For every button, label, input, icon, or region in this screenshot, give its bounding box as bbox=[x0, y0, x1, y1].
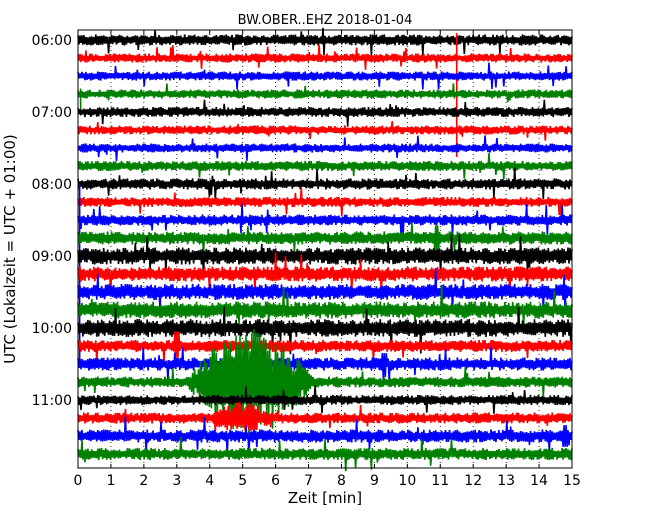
trace-1015 bbox=[77, 331, 573, 363]
x-tick-label: 14 bbox=[530, 473, 548, 489]
trace-0830 bbox=[77, 203, 573, 237]
trace-0700 bbox=[77, 99, 573, 127]
chart-title: BW.OBER..EHZ 2018-01-04 bbox=[238, 13, 413, 28]
trace-0745 bbox=[77, 152, 573, 179]
trace-1045 bbox=[77, 329, 573, 435]
trace-0945 bbox=[77, 285, 573, 327]
y-tick-label: 11:00 bbox=[32, 393, 72, 409]
x-axis-label: Zeit [min] bbox=[288, 489, 362, 507]
x-tick-label: 10 bbox=[398, 473, 416, 489]
trace-1130 bbox=[77, 416, 573, 456]
plot-frame bbox=[77, 29, 573, 469]
x-tick-label: 9 bbox=[370, 473, 379, 489]
x-tick-label: 13 bbox=[497, 473, 515, 489]
x-tick-label: 8 bbox=[337, 473, 346, 489]
seismogram-traces bbox=[77, 27, 573, 472]
x-tick-label: 6 bbox=[271, 473, 280, 489]
y-tick-label: 07:00 bbox=[32, 105, 72, 121]
y-tick-label: 09:00 bbox=[32, 249, 72, 265]
trace-0800 bbox=[77, 167, 573, 200]
x-tick-label: 7 bbox=[304, 473, 313, 489]
trace-0615 bbox=[77, 44, 573, 70]
trace-0630 bbox=[77, 62, 573, 90]
trace-1115 bbox=[77, 402, 573, 433]
x-tick-label: 3 bbox=[172, 473, 181, 489]
x-tick-label: 2 bbox=[139, 473, 148, 489]
x-tick-label: 0 bbox=[74, 473, 83, 489]
trace-1030 bbox=[77, 346, 573, 382]
y-axis-label: UTC (Lokalzeit = UTC + 01:00) bbox=[1, 134, 19, 364]
trace-1145 bbox=[77, 436, 573, 472]
x-tick-label: 4 bbox=[205, 473, 214, 489]
x-tick-label: 15 bbox=[563, 473, 581, 489]
y-tick-label: 10:00 bbox=[32, 321, 72, 337]
y-tick-label: 08:00 bbox=[32, 177, 72, 193]
trace-0730 bbox=[77, 135, 573, 162]
trace-0815 bbox=[77, 187, 573, 217]
trace-0930 bbox=[77, 268, 573, 312]
trace-0900 bbox=[77, 234, 573, 277]
trace-0600 bbox=[77, 27, 573, 56]
y-tick-label: 06:00 bbox=[32, 33, 72, 49]
trace-1100 bbox=[77, 385, 573, 414]
trace-0645 bbox=[77, 83, 573, 103]
x-tick-label: 5 bbox=[238, 473, 247, 489]
trace-1000 bbox=[77, 306, 573, 355]
trace-0915 bbox=[77, 252, 573, 296]
x-tick-label: 12 bbox=[464, 473, 482, 489]
x-tick-label: 11 bbox=[431, 473, 449, 489]
trace-0715 bbox=[77, 121, 573, 141]
axis-ticks: 0 1 2 3 4 5 6 7 8 9 10 11 12 13 14 1506:0007:0008:0009:… bbox=[32, 30, 581, 489]
x-tick-label: 1 bbox=[106, 473, 115, 489]
trace-0845 bbox=[77, 222, 573, 255]
